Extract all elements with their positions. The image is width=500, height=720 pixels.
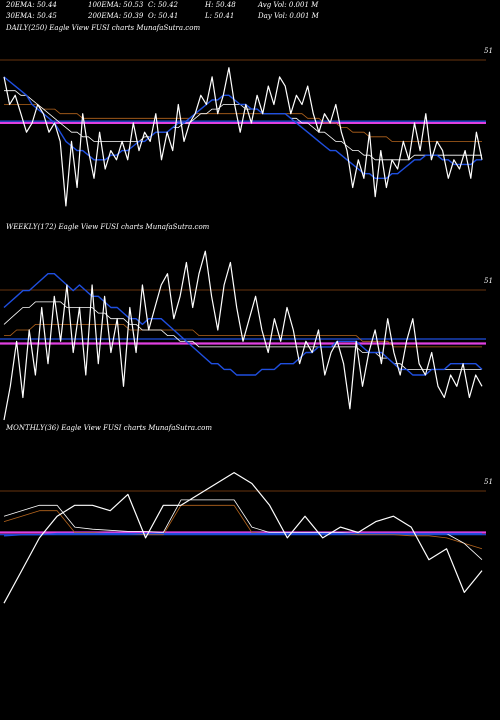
ema100-label: 100EMA: 50.53 — [88, 1, 144, 9]
monthly-price-tick: 51 — [484, 478, 493, 486]
monthly-ema-mid-line — [3, 499, 483, 560]
weekly-price-tick: 51 — [484, 277, 493, 285]
weekly-ema-long-line — [4, 323, 482, 348]
daily-price-line — [3, 67, 483, 207]
avg-vol-label: Avg Vol: 0.001 M — [258, 1, 319, 9]
weekly-ema-fast-line — [3, 273, 483, 376]
day-vol-label: Day Vol: 0.001 M — [258, 12, 319, 20]
weekly-panel-label: WEEKLY(172) Eagle View FUSI charts Munaf… — [6, 223, 210, 231]
ema200-label: 200EMA: 50.39 — [88, 12, 144, 20]
ema30-label: 30EMA: 50.45 — [6, 12, 57, 20]
daily-ema-fast-line — [3, 76, 482, 180]
daily-price-tick: 51 — [484, 47, 493, 55]
monthly-price-line — [3, 472, 483, 604]
low-label: L: 50.41 — [205, 12, 235, 20]
close-label: C: 50.42 — [148, 1, 178, 9]
daily-ema-mid-line — [4, 90, 482, 161]
monthly-panel-label: MONTHLY(36) Eagle View FUSI charts Munaf… — [6, 424, 212, 432]
monthly-ema-long-line — [3, 504, 483, 550]
high-label: H: 50.48 — [205, 1, 236, 9]
monthly-ema-fast-line — [3, 532, 482, 537]
open-label: O: 50.41 — [148, 12, 179, 20]
ema20-label: 20EMA: 50.44 — [6, 1, 57, 9]
daily-panel-label: DAILY(250) Eagle View FUSI charts Munafa… — [6, 24, 201, 32]
weekly-price-line — [3, 250, 483, 421]
